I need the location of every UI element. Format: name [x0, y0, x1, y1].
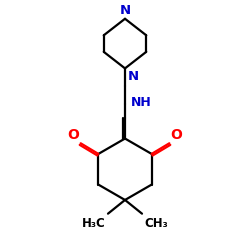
Text: NH: NH	[131, 96, 152, 109]
Text: O: O	[170, 128, 182, 142]
Text: N: N	[120, 4, 130, 17]
Text: H₃C: H₃C	[82, 216, 106, 230]
Text: CH₃: CH₃	[144, 216, 168, 230]
Text: O: O	[68, 128, 80, 142]
Text: N: N	[128, 70, 139, 82]
